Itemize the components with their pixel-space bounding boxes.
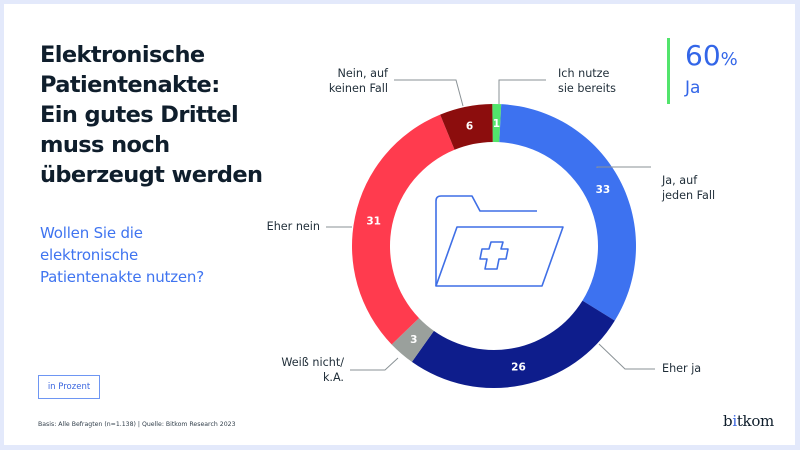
title-line: Patientenakte: (40, 72, 220, 98)
question-line: elektronische (40, 246, 139, 264)
slice-value-label: 26 (511, 362, 526, 374)
leader-line-eher-ja (598, 343, 655, 370)
donut-slices (351, 103, 636, 388)
leader-line-ich-nutze (498, 79, 546, 104)
donut-slice-ja-auf-jeden-fall (499, 104, 636, 321)
logo-text: tkom (736, 412, 774, 430)
source-note: Basis: Alle Befragten (n=1.138) | Quelle… (38, 421, 236, 428)
label-line: Ja, auf (662, 174, 698, 187)
slice-value-label: 3 (410, 334, 417, 346)
logo-dot-letter: i (732, 412, 737, 430)
label-eher-nein: Eher nein (240, 219, 320, 234)
question-line: Wollen Sie die (40, 224, 143, 242)
infographic-card (4, 4, 795, 445)
title-line: überzeugt werden (40, 162, 263, 188)
label-ich-nutze: Ich nutze sie bereits (558, 66, 616, 96)
title-line: Elektronische (40, 42, 205, 68)
leader-line-ja-auf-jeden-fall (596, 166, 651, 168)
label-nein-keinen-fall: Nein, auf keinen Fall (300, 66, 388, 96)
leader-line-weiss-nicht (350, 357, 399, 371)
leader-lines (326, 79, 655, 371)
label-line: Ich nutze (558, 67, 610, 80)
label-line: jeden Fall (662, 189, 716, 202)
donut-slice-ich-nutze-sie-bereits (492, 103, 502, 143)
kpi-label: Ja (685, 78, 701, 98)
medical-folder-icon (435, 195, 564, 287)
unit-badge: in Prozent (38, 375, 100, 399)
question-line: Patientenakte nutzen? (40, 268, 204, 286)
label-line: Weiß nicht/ (281, 356, 344, 369)
slice-value-label: 31 (366, 216, 381, 228)
leader-line-nein-keinen-fall (394, 79, 464, 107)
donut-slice-nein-auf-keinen-fall (440, 104, 493, 150)
label-ja-auf-jeden-fall: Ja, auf jeden Fall (662, 173, 715, 203)
title-line: Ein gutes Drittel (40, 102, 239, 128)
slice-value-label: 6 (466, 120, 473, 132)
title-line: muss noch (40, 132, 170, 158)
page-title: Elektronische Patientenakte: Ein gutes D… (40, 40, 300, 190)
label-line: keinen Fall (328, 82, 388, 95)
value-labels: 1 33 26 3 31 6 (366, 118, 610, 374)
donut-slice-eher-ja (411, 300, 615, 388)
kpi-accent-bar (667, 38, 670, 104)
kpi-value: 60% (685, 40, 738, 76)
donut-slice-weiß-nicht-k-a (391, 318, 434, 362)
label-weiss-nicht: Weiß nicht/ k.A. (262, 355, 344, 385)
slice-value-label: 1 (493, 118, 500, 130)
label-line: Nein, auf (337, 67, 388, 80)
label-line: k.A. (322, 371, 344, 384)
kpi-number: 60 (685, 39, 721, 72)
logo-text: b (723, 412, 733, 430)
kpi-unit: % (720, 49, 738, 70)
label-line: Eher ja (662, 362, 702, 375)
label-line: Eher nein (266, 220, 320, 233)
slice-value-label: 33 (596, 184, 611, 196)
label-line: sie bereits (558, 82, 616, 95)
donut-slice-eher-nein (351, 114, 455, 345)
label-eher-ja: Eher ja (662, 361, 701, 376)
bitkom-logo: bitkom (723, 412, 774, 430)
survey-question: Wollen Sie die elektronische Patientenak… (40, 222, 280, 288)
